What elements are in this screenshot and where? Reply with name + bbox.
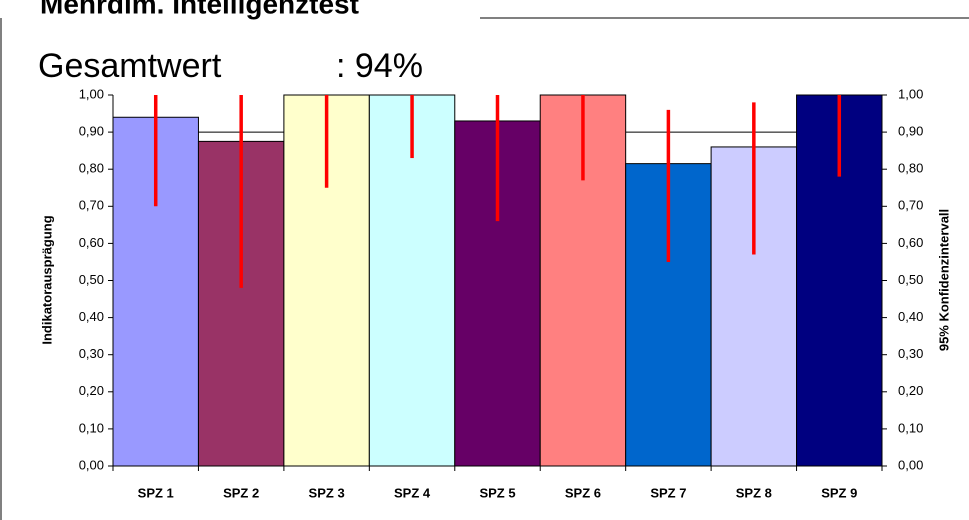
x-tick-label: SPZ 3 xyxy=(309,485,345,500)
y2-tick-label: 0,30 xyxy=(898,346,923,361)
summary-value: : 94% xyxy=(336,47,423,85)
y2-tick-label: 0,90 xyxy=(898,124,923,139)
chart-title: Mehrdim. Intelligenztest xyxy=(40,0,359,19)
y2-tick-label: 0,00 xyxy=(898,457,923,472)
x-tick-label: SPZ 1 xyxy=(138,485,174,500)
y-tick-label: 0,90 xyxy=(79,124,104,139)
x-tick-label: SPZ 9 xyxy=(821,485,857,500)
y2-tick-label: 0,10 xyxy=(898,420,923,435)
y-tick-label: 0,60 xyxy=(79,235,104,250)
y2-tick-label: 0,80 xyxy=(898,161,923,176)
y2-tick-label: 0,20 xyxy=(898,383,923,398)
y2-tick-label: 0,70 xyxy=(898,198,923,213)
x-tick-label: SPZ 8 xyxy=(736,485,772,500)
x-tick-label: SPZ 6 xyxy=(565,485,601,500)
x-tick-label: SPZ 4 xyxy=(394,485,431,500)
x-tick-label: SPZ 7 xyxy=(650,485,686,500)
y-tick-label: 0,30 xyxy=(79,346,104,361)
y-tick-label: 0,50 xyxy=(79,272,104,287)
y-tick-label: 0,70 xyxy=(79,198,104,213)
y-tick-label: 0,40 xyxy=(79,309,104,324)
x-tick-label: SPZ 5 xyxy=(479,485,515,500)
y2-tick-label: 0,40 xyxy=(898,309,923,324)
x-tick-label: SPZ 2 xyxy=(223,485,259,500)
y-tick-label: 0,10 xyxy=(79,420,104,435)
y2-tick-label: 0,60 xyxy=(898,235,923,250)
y-tick-label: 1,00 xyxy=(79,86,104,101)
y-tick-label: 0,80 xyxy=(79,161,104,176)
y-axis-label: Indikatorausprägung xyxy=(39,215,54,344)
y-tick-label: 0,20 xyxy=(79,383,104,398)
y2-tick-label: 1,00 xyxy=(898,86,923,101)
y2-tick-label: 0,50 xyxy=(898,272,923,287)
y-tick-label: 0,00 xyxy=(79,457,104,472)
summary-label: Gesamtwert xyxy=(38,47,222,85)
y2-axis-label: 95% Konfidenzintervall xyxy=(936,209,951,351)
